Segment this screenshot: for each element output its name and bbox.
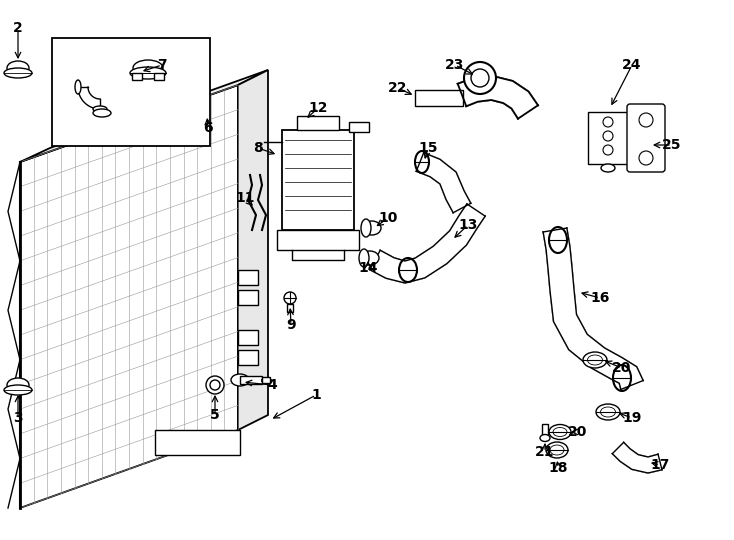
Text: 15: 15 [418,141,437,155]
Ellipse shape [93,109,111,117]
Text: 22: 22 [388,81,408,95]
Circle shape [639,113,653,127]
Text: 3: 3 [13,411,23,425]
Text: 14: 14 [358,261,378,275]
Circle shape [464,62,496,94]
Text: 24: 24 [622,58,642,72]
Text: 9: 9 [286,318,296,332]
Bar [542,424,548,438]
Ellipse shape [600,407,616,417]
Polygon shape [458,76,538,119]
Bar [277,230,359,250]
Ellipse shape [4,385,32,395]
Ellipse shape [363,221,381,235]
Ellipse shape [540,435,550,442]
Text: 12: 12 [308,101,328,115]
Text: 11: 11 [236,191,255,205]
Polygon shape [416,153,470,213]
Circle shape [603,131,613,141]
Bar [588,112,628,164]
Ellipse shape [359,249,369,267]
Ellipse shape [7,61,29,75]
Ellipse shape [75,80,81,94]
Text: 5: 5 [210,408,220,422]
Text: 4: 4 [267,378,277,392]
Ellipse shape [93,106,107,112]
Ellipse shape [4,68,32,78]
Ellipse shape [284,292,296,304]
Text: 19: 19 [622,411,642,425]
Ellipse shape [549,424,571,440]
Ellipse shape [553,428,567,436]
Ellipse shape [601,164,615,172]
Circle shape [603,117,613,127]
Bar [238,290,258,305]
Text: 21: 21 [535,445,555,459]
Bar [154,73,164,80]
Circle shape [471,69,489,87]
Bar [238,330,258,345]
Text: 1: 1 [311,388,321,402]
Ellipse shape [7,378,29,392]
Bar [52,38,210,146]
Ellipse shape [583,352,607,368]
Circle shape [206,376,224,394]
Text: 17: 17 [650,458,669,472]
Bar [349,122,369,132]
Bar [282,130,354,230]
Text: 13: 13 [458,218,478,232]
Polygon shape [238,70,268,430]
FancyArrow shape [262,377,270,383]
Text: 23: 23 [446,58,465,72]
Bar [415,90,463,106]
Bar [297,116,339,130]
Bar [132,73,142,80]
Polygon shape [20,70,268,162]
Bar [240,376,262,384]
Circle shape [603,145,613,155]
Polygon shape [543,228,643,389]
Circle shape [639,151,653,165]
Text: 2: 2 [13,21,23,35]
Ellipse shape [130,67,166,79]
Text: 18: 18 [548,461,568,475]
Text: 20: 20 [612,361,632,375]
Polygon shape [370,204,485,283]
Text: 16: 16 [590,291,610,305]
Bar [287,304,293,312]
Text: 20: 20 [568,425,588,439]
Ellipse shape [550,445,564,455]
Ellipse shape [361,219,371,237]
Text: 8: 8 [253,141,263,155]
Circle shape [210,380,220,390]
Ellipse shape [231,374,249,386]
Polygon shape [612,442,662,473]
Ellipse shape [546,442,568,458]
Text: 10: 10 [378,211,398,225]
Bar [238,270,258,285]
Text: 7: 7 [157,58,167,72]
Ellipse shape [361,251,379,265]
Bar [155,430,240,455]
Text: 25: 25 [662,138,682,152]
Polygon shape [20,85,238,508]
Text: 6: 6 [203,121,213,135]
Ellipse shape [587,355,603,365]
FancyBboxPatch shape [627,104,665,172]
Ellipse shape [596,404,620,420]
Bar [238,350,258,365]
Ellipse shape [133,60,163,76]
